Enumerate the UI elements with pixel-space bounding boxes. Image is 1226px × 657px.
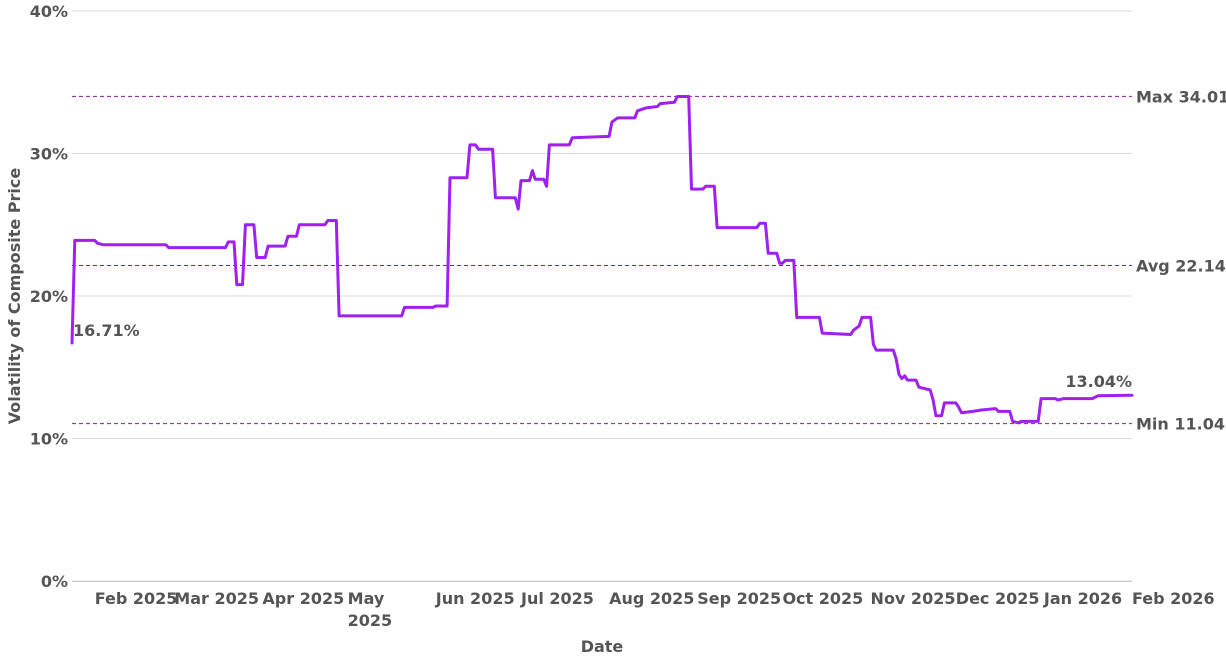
y-tick-label: 0% [41, 572, 68, 591]
reference-lines: Max 34.01 Avg 22.14 Min 11.04 [72, 87, 1226, 434]
x-tick-label: Jun 2025 [435, 589, 515, 608]
annotation-layer: 16.71% 13.04% [73, 321, 1132, 391]
x-tick-label: Oct 2025 [782, 589, 863, 608]
x-tick-label: Aug 2025 [609, 589, 694, 608]
y-tick-label: 30% [30, 145, 68, 164]
series-layer [70, 95, 1134, 425]
x-tick-label: Mar 2025 [174, 589, 259, 608]
x-tick-label: Jul 2025 [520, 589, 594, 608]
x-axis-title: Date [581, 637, 624, 656]
start-value-label: 16.71% [73, 321, 140, 340]
y-tick-label: 40% [30, 2, 68, 21]
x-tick-label: Feb 2025 [95, 589, 178, 608]
x-tick-label: Apr 2025 [262, 589, 344, 608]
x-tick-label: Dec 2025 [956, 589, 1040, 608]
x-tick-label: Jan 2026 [1043, 589, 1122, 608]
grid-lines [72, 10, 1132, 582]
y-tick-label: 20% [30, 287, 68, 306]
x-tick-label: May 2025 [348, 589, 393, 630]
x-tick-label: Feb 2026 [1132, 589, 1215, 608]
x-tick-label: Nov 2025 [871, 589, 956, 608]
volatility-series-line [70, 95, 1134, 425]
reference-line-label: Min 11.04 [1136, 415, 1225, 434]
reference-line-label: Avg 22.14 [1136, 257, 1226, 276]
x-tick-label: Sep 2025 [697, 589, 781, 608]
reference-line-label: Max 34.01 [1136, 87, 1226, 106]
y-axis-title: Volatility of Composite Price [5, 168, 24, 425]
end-value-label: 13.04% [1065, 372, 1132, 391]
y-tick-label: 10% [30, 430, 68, 449]
